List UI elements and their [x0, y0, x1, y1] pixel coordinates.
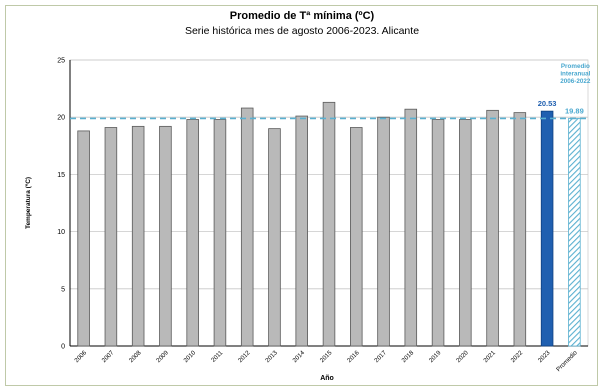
- x-tick-label: 2008: [128, 349, 143, 364]
- bar-2014: [295, 115, 308, 347]
- data-label-promedio: 19.89: [565, 106, 584, 115]
- x-tick-label: 2013: [264, 349, 279, 364]
- y-tick-label: 20: [57, 115, 65, 122]
- bar-2023: [540, 110, 554, 347]
- bar-2009: [159, 125, 172, 347]
- y-tick-label: 25: [57, 58, 65, 65]
- bar-2012: [240, 107, 254, 347]
- bar-2007: [104, 127, 118, 347]
- y-tick-label: 0: [61, 344, 65, 351]
- x-tick-label: 2019: [428, 349, 443, 364]
- bar-2017: [377, 116, 390, 347]
- y-tick-label: 5: [61, 286, 65, 293]
- bar-promedio: [568, 118, 581, 347]
- x-tick-label: 2009: [155, 349, 170, 364]
- reference-annotation: Promedio: [561, 63, 590, 70]
- data-label-2023: 20.53: [538, 99, 557, 108]
- x-tick-label: 2015: [319, 349, 334, 364]
- x-tick-label: 2018: [401, 349, 416, 364]
- x-tick-label: 2020: [455, 349, 470, 364]
- bar-2018: [404, 108, 418, 347]
- bar-2006: [77, 130, 90, 347]
- x-tick-label: 2017: [373, 349, 388, 364]
- y-tick-label: 10: [57, 229, 65, 236]
- x-tick-label: 2006: [73, 349, 88, 364]
- x-tick-label: 2023: [537, 349, 552, 364]
- chart-title: Promedio de Tª mínima (ºC): [229, 10, 375, 22]
- bar-2022: [513, 112, 527, 347]
- x-tick-label: 2021: [482, 349, 497, 364]
- y-tick-label: 15: [57, 172, 65, 179]
- reference-annotation: interanual: [560, 71, 590, 78]
- x-tick-label: 2011: [210, 349, 225, 364]
- bar-2011: [213, 119, 227, 347]
- bar-2010: [186, 119, 199, 347]
- x-tick-label: 2010: [182, 349, 197, 364]
- reference-annotation: 2006-2022: [560, 78, 591, 85]
- x-tick-label: 2022: [510, 349, 525, 364]
- y-axis-label: Temperatura (ºC): [25, 177, 32, 229]
- bar-2008: [131, 125, 145, 347]
- bar-2020: [459, 119, 472, 347]
- bar-2013: [268, 128, 281, 347]
- bar-2019: [431, 119, 445, 347]
- x-tick-label: 2014: [291, 349, 306, 364]
- x-tick-label: 2012: [237, 349, 252, 364]
- x-axis-label: Año: [320, 375, 334, 382]
- bar-2015: [322, 101, 336, 347]
- x-tick-label: Promedio: [555, 349, 579, 373]
- chart-subtitle: Serie histórica mes de agosto 2006-2023.…: [184, 25, 420, 37]
- bar-2016: [350, 127, 363, 347]
- x-tick-label: 2016: [346, 349, 361, 364]
- x-tick-label: 2007: [101, 349, 116, 364]
- bar-2021: [486, 109, 499, 347]
